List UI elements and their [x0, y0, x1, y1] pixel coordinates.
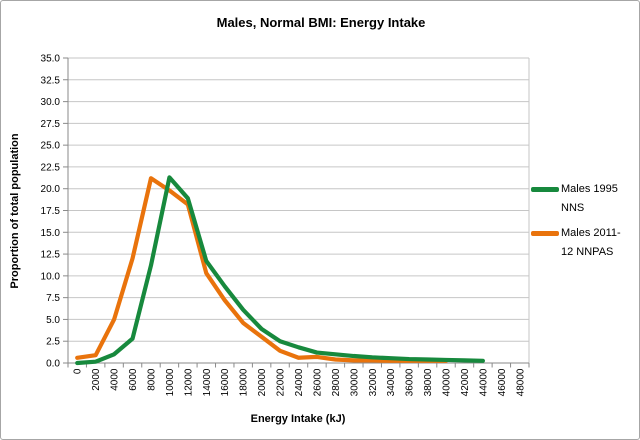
x-tick-label: 44000 [478, 368, 489, 396]
series-line-males-1995-nns [75, 175, 485, 366]
x-tick-label: 28000 [331, 368, 342, 396]
y-tick-label: 7.5 [46, 293, 60, 304]
x-tick-label: 32000 [368, 368, 379, 396]
series-layer [75, 175, 485, 366]
chart-title: Males, Normal BMI: Energy Intake [216, 15, 426, 30]
x-tick-label: 36000 [405, 368, 416, 396]
x-tick-label: 14000 [202, 368, 213, 396]
series-line-males-2011-12-nnpas [75, 176, 449, 363]
y-tick-label: 32.5 [41, 75, 61, 86]
x-tick-label: 34000 [386, 368, 397, 396]
x-tick-label: 40000 [442, 368, 453, 396]
x-axis-title: Energy Intake (kJ) [251, 413, 346, 425]
x-tick-label: 46000 [497, 368, 508, 396]
x-tick-label: 30000 [349, 368, 360, 396]
x-tick-label: 8000 [146, 368, 157, 391]
y-tick-label: 25.0 [41, 141, 61, 152]
y-tick-label: 27.5 [41, 119, 61, 130]
legend-line-swatch-orange [531, 231, 559, 236]
legend-line-swatch-green [531, 187, 559, 192]
x-tick-label: 48000 [515, 368, 526, 396]
x-tick-label: 2000 [91, 368, 102, 391]
y-tick-label: 10.0 [41, 271, 61, 282]
y-tick-label: 30.0 [41, 97, 61, 108]
x-tick-label: 16000 [220, 368, 231, 396]
y-tick-label: 2.5 [46, 337, 60, 348]
y-tick-label: 5.0 [46, 315, 60, 326]
y-tick-label: 12.5 [41, 250, 61, 261]
y-tick-label: 22.5 [41, 162, 61, 173]
x-tick-label: 22000 [276, 368, 287, 396]
y-tick-label: 0.0 [46, 359, 60, 370]
y-tick-label: 20.0 [41, 184, 61, 195]
legend-label: Males 2011-12 NNPAS [561, 227, 621, 258]
y-tick-label: 17.5 [41, 206, 61, 217]
axis-layer [63, 57, 530, 368]
x-tick-label: 20000 [257, 368, 268, 396]
x-tick-label: 10000 [165, 368, 176, 396]
gridline-layer [68, 57, 530, 363]
x-tick-label: 42000 [460, 368, 471, 396]
legend-label: Males 1995 NNS [561, 183, 618, 214]
x-tick-label: 18000 [239, 368, 250, 396]
y-axis-title: Proportion of total population [9, 133, 21, 288]
x-tick-label: 4000 [110, 368, 121, 391]
x-tick-label: 0 [73, 368, 84, 374]
x-tick-label: 38000 [423, 368, 434, 396]
y-tick-label: 35.0 [41, 54, 61, 65]
tick-label-layer: 0.0 2.5 5.0 7.5 10.0 12.5 15.0 17.5 20.0 22.5 25.0… [41, 54, 527, 397]
x-tick-label: 24000 [294, 368, 305, 396]
y-tick-label: 15.0 [41, 228, 61, 239]
x-tick-label: 6000 [128, 368, 139, 391]
x-tick-label: 26000 [312, 368, 323, 396]
x-tick-label: 12000 [183, 368, 194, 396]
